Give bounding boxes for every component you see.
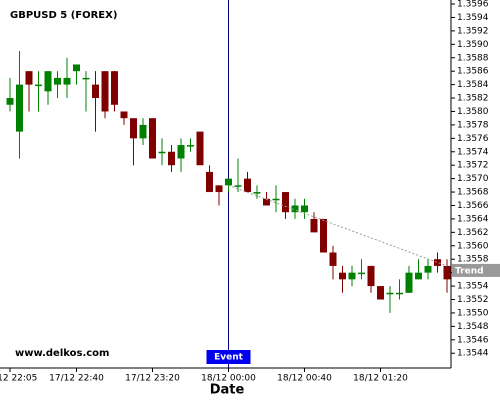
candle-body xyxy=(44,71,52,92)
candle-body xyxy=(320,218,327,253)
candle-body xyxy=(348,272,356,280)
candle-body xyxy=(377,286,384,300)
candle-body xyxy=(73,64,80,72)
y-tick-label: 1.3544 xyxy=(457,349,489,359)
watermark: www.delkos.com xyxy=(15,348,109,359)
candle-body xyxy=(111,71,118,105)
y-tick-label: 1.3588 xyxy=(457,53,489,63)
candle-body xyxy=(35,84,42,87)
candle-body xyxy=(386,292,394,295)
candle-body xyxy=(367,265,375,287)
event-label: Event xyxy=(214,353,244,363)
y-tick-label: 1.3554 xyxy=(457,282,489,292)
y-tick-label: 1.3546 xyxy=(457,335,489,345)
chart-title: GBPUSD 5 (FOREX) xyxy=(10,10,117,21)
y-tick-label: 1.3570 xyxy=(457,174,489,184)
candle-body xyxy=(291,205,299,213)
candle-body xyxy=(120,111,128,119)
y-tick-label: 1.3582 xyxy=(457,94,489,104)
candle-body xyxy=(443,265,451,280)
y-tick-label: 1.3558 xyxy=(457,255,489,265)
candle-body xyxy=(158,151,166,154)
candle-body xyxy=(282,192,289,213)
candle-body xyxy=(358,272,365,275)
candle-body xyxy=(396,292,403,295)
candle-body xyxy=(234,185,242,187)
y-tick-label: 1.3572 xyxy=(457,161,489,171)
candle-body xyxy=(405,272,413,293)
candle-body xyxy=(82,77,90,80)
candle-body xyxy=(130,118,137,139)
y-tick-label: 1.3590 xyxy=(457,40,489,50)
trend-tag xyxy=(452,263,500,277)
candle-body xyxy=(434,259,441,266)
y-tick-label: 1.3560 xyxy=(457,241,489,251)
candle-body xyxy=(301,205,308,213)
event-tag xyxy=(206,350,251,364)
candle-body xyxy=(101,71,109,112)
candle-body xyxy=(16,84,23,132)
candle-body xyxy=(263,198,270,206)
candle-body xyxy=(329,252,337,266)
candle-body xyxy=(424,265,432,273)
candle-body xyxy=(196,131,204,166)
y-tick-label: 1.3594 xyxy=(457,13,489,23)
candle-body xyxy=(168,151,175,166)
candle-body xyxy=(244,178,251,193)
candle-body xyxy=(149,118,156,159)
x-tick-label: 17/12 22:05 xyxy=(0,374,37,384)
candle-body xyxy=(92,84,99,99)
x-tick-label: 17/12 23:20 xyxy=(125,374,180,384)
candle-body xyxy=(225,178,232,186)
candle-body xyxy=(415,272,422,280)
y-tick-label: 1.3584 xyxy=(457,80,489,90)
candle-body xyxy=(139,124,147,139)
x-axis-title: Date xyxy=(210,383,245,398)
candle-body xyxy=(339,272,346,280)
y-tick-label: 1.3596 xyxy=(457,0,489,10)
candle-body xyxy=(63,77,71,85)
y-tick-label: 1.3552 xyxy=(457,295,489,305)
trend-line xyxy=(228,184,448,267)
trend-label: Trend xyxy=(455,266,484,276)
candle-body xyxy=(187,145,194,147)
y-tick-label: 1.3548 xyxy=(457,322,489,332)
x-tick-label: 18/12 00:40 xyxy=(277,374,332,384)
y-tick-label: 1.3586 xyxy=(457,67,489,77)
y-tick-label: 1.3578 xyxy=(457,120,489,130)
y-tick-label: 1.3566 xyxy=(457,201,489,211)
y-tick-label: 1.3580 xyxy=(457,107,489,117)
y-tick-label: 1.3562 xyxy=(457,228,489,238)
x-tick-label: 18/12 01:20 xyxy=(353,374,408,384)
candle-body xyxy=(310,218,318,233)
candle-body xyxy=(25,71,33,85)
y-tick-label: 1.3568 xyxy=(457,188,489,198)
candle-body xyxy=(54,77,61,85)
candle-body xyxy=(6,98,14,105)
y-tick-label: 1.3564 xyxy=(457,214,489,224)
candle-body xyxy=(253,192,261,194)
y-tick-label: 1.3592 xyxy=(457,26,489,36)
candle-body xyxy=(206,171,213,193)
y-tick-label: 1.3574 xyxy=(457,147,489,157)
candle-body xyxy=(215,185,223,193)
y-tick-label: 1.3550 xyxy=(457,308,489,318)
candle-body xyxy=(272,198,280,201)
y-tick-label: 1.3576 xyxy=(457,134,489,144)
candle-body xyxy=(177,145,185,159)
x-tick-label: 18/12 00:00 xyxy=(201,374,256,384)
x-tick-label: 17/12 22:40 xyxy=(49,374,104,384)
